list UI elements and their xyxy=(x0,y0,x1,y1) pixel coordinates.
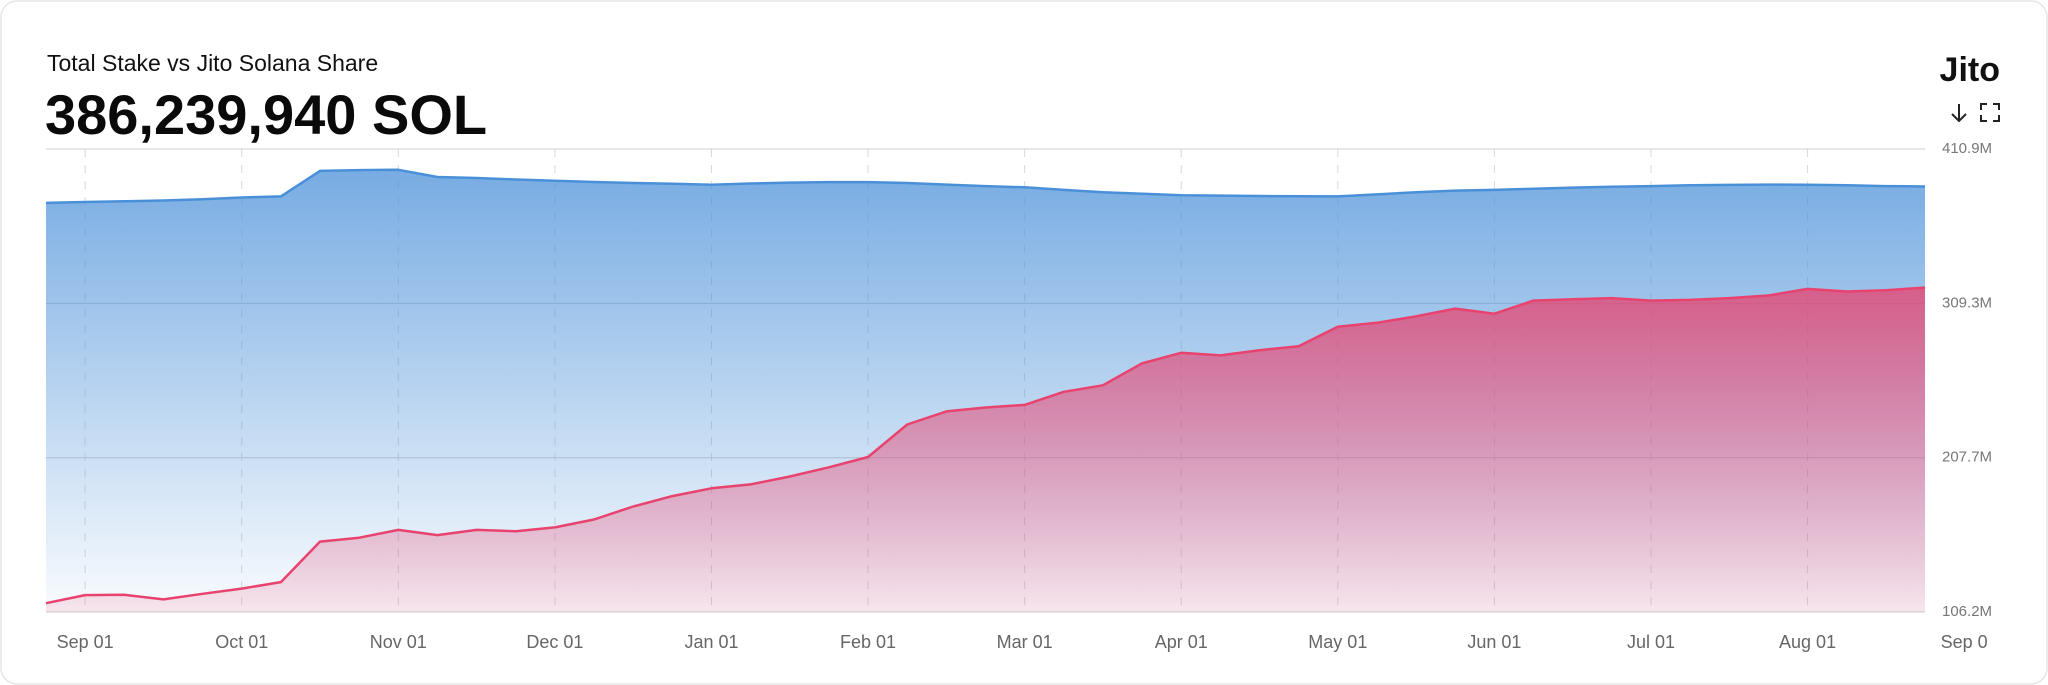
y-tick-label: 106.2M xyxy=(1942,603,1992,620)
x-tick-label: Jun 01 xyxy=(1467,632,1521,652)
x-tick-label: Nov 01 xyxy=(370,632,427,652)
x-tick-label: Aug 01 xyxy=(1779,632,1836,652)
y-tick-label: 410.9M xyxy=(1942,140,1992,157)
logo: Jito xyxy=(1940,51,2000,89)
x-tick-label: Feb 01 xyxy=(840,632,896,652)
headline: 386,239,940 SOL xyxy=(45,83,487,146)
x-tick-label: Oct 01 xyxy=(215,632,268,652)
x-tick-label: Apr 01 xyxy=(1155,632,1208,652)
line xyxy=(45,168,1926,205)
download-icon[interactable] xyxy=(1951,104,1967,123)
x-tick-label: Jan 01 xyxy=(684,632,738,652)
line xyxy=(45,286,1926,605)
x-tick-label: Dec 01 xyxy=(526,632,583,652)
x-tick-label: Jul 01 xyxy=(1627,632,1675,652)
y-tick-label: 207.7M xyxy=(1942,449,1992,466)
x-tick-label: Sep 0 xyxy=(1941,632,1988,652)
chart-title: Total Stake vs Jito Solana Share xyxy=(47,50,378,76)
x-tick-label: Mar 01 xyxy=(997,632,1053,652)
y-tick-label: 309.3M xyxy=(1942,294,1992,311)
x-tick-label: Sep 01 xyxy=(57,632,114,652)
area-fill xyxy=(46,287,1925,612)
expand-icon[interactable] xyxy=(1980,103,2000,122)
x-tick-label: May 01 xyxy=(1308,632,1367,652)
